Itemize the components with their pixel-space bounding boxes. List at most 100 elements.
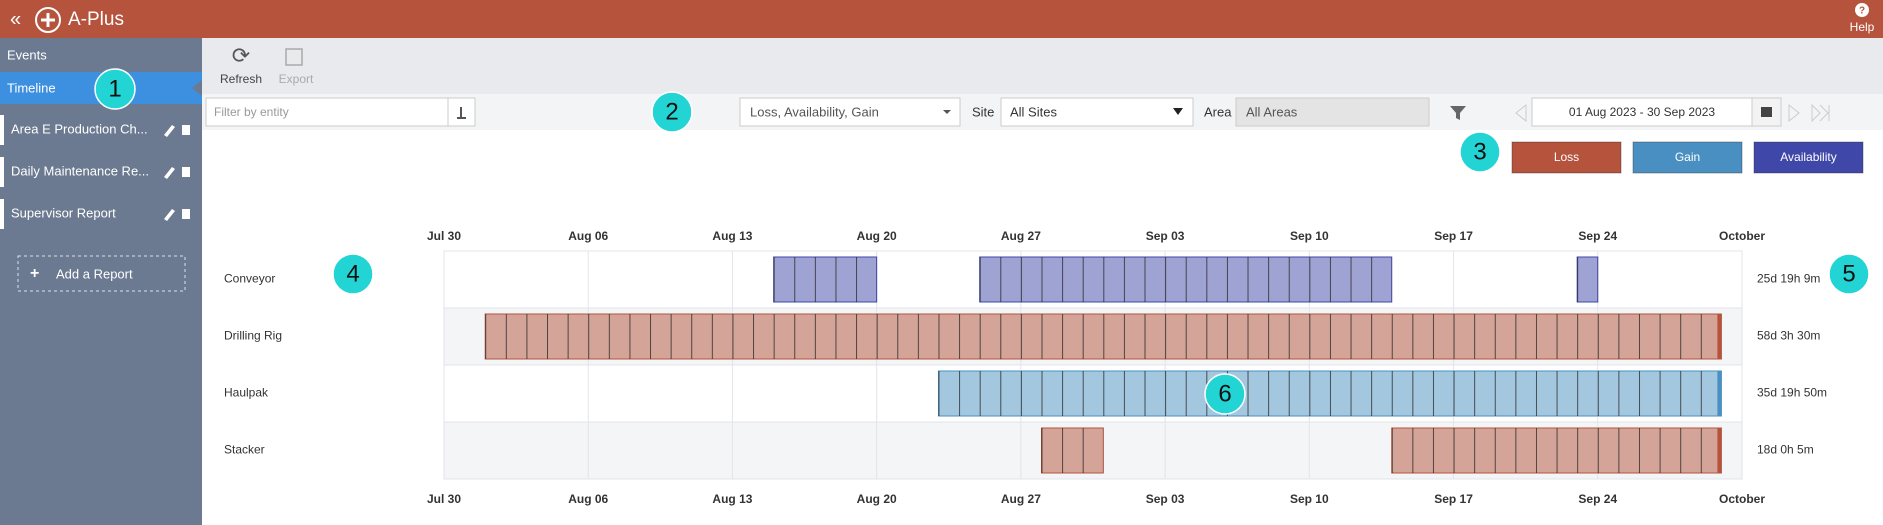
row-total: 25d 19h 9m [1757, 272, 1820, 286]
export-icon [285, 48, 303, 66]
add-report-button[interactable] [17, 255, 186, 292]
x-tick-label: Sep 03 [1146, 229, 1185, 243]
row-total: 35d 19h 50m [1757, 386, 1827, 400]
x-tick-label: Aug 13 [712, 229, 752, 243]
date-range-value: 01 Aug 2023 - 30 Sep 2023 [1569, 105, 1715, 119]
x-tick-label: Sep 10 [1290, 229, 1329, 243]
hierarchy-icon [457, 107, 466, 119]
sidebar [0, 38, 202, 525]
area-value: All Areas [1246, 104, 1298, 119]
dropdown-arrow [1173, 108, 1183, 115]
callout-badge [651, 91, 693, 133]
callout-number: 4 [346, 260, 359, 287]
add-icon: + [30, 265, 39, 282]
nav-item[interactable]: Timeline [7, 80, 56, 95]
toolbar [202, 38, 1883, 94]
measures-select[interactable] [739, 97, 961, 127]
segment-stripes [1391, 428, 1722, 473]
last-button[interactable] [1811, 103, 1830, 123]
callout-badge [1459, 131, 1501, 173]
x-tick-label: Sep 17 [1434, 229, 1473, 243]
logo [35, 7, 61, 33]
callout-badge [1828, 253, 1870, 295]
area-select [1235, 97, 1430, 127]
x-tick-label: Aug 27 [1001, 229, 1041, 243]
top-bar [0, 0, 1883, 38]
nav-notch [192, 80, 202, 96]
entity-placeholder: Filter by entity [214, 105, 289, 119]
entity-filter[interactable] [205, 97, 449, 127]
dropdown-arrow [943, 110, 951, 114]
segment-stripes [1577, 257, 1598, 302]
row-total: 58d 3h 30m [1757, 329, 1820, 343]
callout-number: 3 [1473, 138, 1486, 165]
x-tick-label: Jul 30 [427, 229, 461, 243]
x-tick-label: Aug 06 [568, 492, 608, 506]
help-label[interactable]: Help [1850, 20, 1875, 34]
legend-label[interactable]: Availability [1780, 150, 1836, 164]
segment-stripes [979, 257, 1392, 302]
report-marker [0, 199, 4, 229]
delete-icon[interactable] [182, 209, 190, 219]
edit-icon[interactable] [164, 167, 175, 179]
next-button[interactable] [1788, 103, 1800, 123]
site-label: Site [972, 104, 994, 119]
x-tick-label: Jul 30 [427, 492, 461, 506]
segment-end-cap [1717, 428, 1722, 473]
delete-icon[interactable] [182, 167, 190, 177]
app-title: A-Plus [68, 9, 124, 30]
date-range-input[interactable] [1531, 97, 1753, 127]
delete-icon[interactable] [182, 125, 190, 135]
area-label: Area [1204, 104, 1232, 119]
site-select[interactable] [1000, 97, 1194, 127]
segment-stripes [1041, 428, 1104, 473]
report-marker [0, 157, 4, 187]
row-label: Conveyor [224, 272, 275, 286]
x-tick-label: Sep 24 [1578, 229, 1617, 243]
x-tick-label: Aug 27 [1001, 492, 1041, 506]
legend-button[interactable] [1632, 141, 1743, 174]
row-total: 18d 0h 5m [1757, 443, 1814, 457]
measures-value: Loss, Availability, Gain [750, 104, 879, 119]
callout-number: 6 [1218, 380, 1231, 407]
help-mark: ? [1859, 6, 1865, 17]
report-item[interactable]: Supervisor Report [11, 205, 116, 220]
x-tick-label: October [1719, 492, 1765, 506]
callout-badge [94, 68, 136, 110]
legend-button[interactable] [1753, 141, 1864, 174]
collapse-icon[interactable]: « [10, 8, 21, 30]
legend-label[interactable]: Gain [1675, 150, 1700, 164]
x-tick-label: October [1719, 229, 1765, 243]
help-icon[interactable] [1855, 3, 1869, 17]
segment-end-cap [1717, 314, 1722, 359]
x-tick-label: Aug 13 [712, 492, 752, 506]
row-label: Haulpak [224, 386, 269, 400]
row-label: Drilling Rig [224, 329, 282, 343]
edit-icon[interactable] [164, 125, 175, 137]
refresh-icon[interactable]: ⟳ [232, 43, 250, 68]
callout-number: 5 [1842, 260, 1855, 287]
x-tick-label: Sep 03 [1146, 492, 1185, 506]
filter-icon[interactable] [1450, 106, 1466, 120]
x-tick-label: Sep 10 [1290, 492, 1329, 506]
report-marker [0, 115, 4, 145]
x-tick-label: Sep 17 [1434, 492, 1473, 506]
refresh-label[interactable]: Refresh [220, 72, 262, 86]
report-item[interactable]: Daily Maintenance Re... [11, 163, 149, 178]
callout-badge [1204, 373, 1246, 415]
nav-item[interactable]: Events [7, 47, 47, 62]
export-label: Export [279, 72, 314, 86]
segment-stripes [485, 314, 1722, 359]
legend-label[interactable]: Loss [1554, 150, 1579, 164]
prev-button[interactable] [1515, 103, 1527, 123]
segment-stripes [938, 371, 1722, 416]
site-value: All Sites [1010, 104, 1057, 119]
row-label: Stacker [224, 443, 265, 457]
callout-badge [332, 253, 374, 295]
edit-icon[interactable] [164, 209, 175, 221]
add-report-label[interactable]: Add a Report [56, 266, 133, 281]
segment-stripes [773, 257, 877, 302]
x-tick-label: Sep 24 [1578, 492, 1617, 506]
report-item[interactable]: Area E Production Ch... [11, 121, 148, 136]
legend-button[interactable] [1511, 141, 1622, 174]
